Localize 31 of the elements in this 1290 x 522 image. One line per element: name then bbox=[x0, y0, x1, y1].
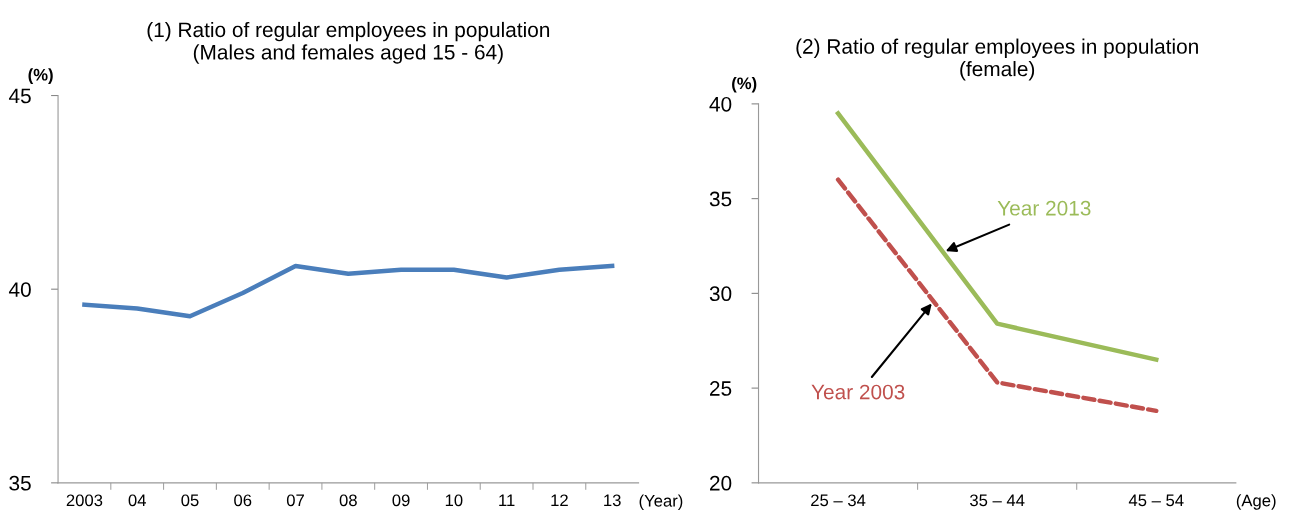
x-tick-label: 12 bbox=[551, 494, 568, 507]
x-tick-label: 35 – 44 bbox=[970, 494, 1025, 507]
y-tick-label: 30 bbox=[709, 286, 732, 302]
x-axis-title: (Age) bbox=[1236, 494, 1276, 510]
x-tick-label: 08 bbox=[339, 494, 357, 507]
y-tick-label: 40 bbox=[8, 282, 31, 297]
x-tick-label: 04 bbox=[128, 494, 146, 507]
chart-title: (2) Ratio of regular employees in population (female) bbox=[796, 38, 1198, 81]
x-tick-label: 07 bbox=[286, 494, 304, 507]
line-series bbox=[82, 263, 615, 319]
y-tick-label: 35 bbox=[9, 475, 31, 491]
text: Year 2013 bbox=[997, 200, 1091, 216]
x-tick-label: 13 bbox=[604, 494, 621, 507]
chart-title: (1) Ratio of regular employees in population (Males and females aged 15 - 64) bbox=[147, 21, 550, 64]
x-tick-label: 2003 bbox=[66, 494, 103, 507]
y-tick-label: 45 bbox=[8, 88, 31, 104]
x-tick-label: 05 bbox=[181, 494, 199, 507]
y-axis-title: (%) bbox=[28, 68, 53, 84]
y-axis-title: (%) bbox=[732, 76, 757, 93]
x-tick-label: 11 bbox=[499, 494, 515, 507]
x-tick-label: 10 bbox=[445, 494, 463, 507]
y-tick-label: 40 bbox=[709, 96, 732, 112]
y-tick-label: 20 bbox=[710, 475, 732, 491]
x-axis-title: (Year) bbox=[639, 494, 683, 510]
y-tick-label: 35 bbox=[709, 191, 732, 207]
x-tick-label: 45 – 54 bbox=[1128, 494, 1184, 507]
text: Year 2003 bbox=[811, 384, 905, 400]
y-tick-label: 25 bbox=[710, 381, 732, 396]
x-tick-label: 06 bbox=[234, 494, 252, 507]
x-tick-label: 25 – 34 bbox=[811, 494, 866, 507]
x-tick-label: 09 bbox=[392, 494, 410, 507]
